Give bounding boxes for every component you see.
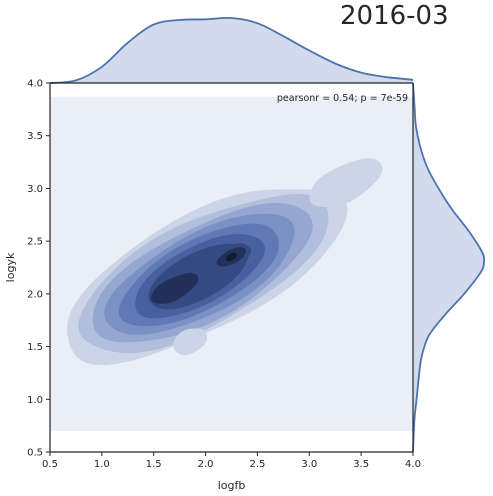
pearson-annotation: pearsonr = 0.54; p = 7e-59 xyxy=(277,93,408,104)
x-tick-label: 3.0 xyxy=(301,459,317,470)
kde-contours xyxy=(67,158,383,366)
right-marginal-fill xyxy=(413,83,485,452)
x-tick-label: 1.0 xyxy=(94,459,110,470)
kde-contour-level xyxy=(173,328,208,356)
x-tick-label: 3.5 xyxy=(353,459,369,470)
top-marginal-fill xyxy=(50,17,413,83)
y-axis-ticks: 0.5 1.0 1.5 2.0 2.5 3.0 3.5 4.0 xyxy=(27,79,50,459)
joint-kde-area xyxy=(50,96,413,431)
x-axis-label: logfb xyxy=(218,479,246,492)
x-tick-label: 2.0 xyxy=(198,459,214,470)
y-tick-label: 2.0 xyxy=(27,289,43,300)
y-axis-label: logyk xyxy=(4,252,17,282)
x-tick-label: 0.5 xyxy=(42,459,58,470)
top-marginal-line xyxy=(49,16,414,84)
right-marginal-density xyxy=(412,82,486,453)
y-tick-label: 3.0 xyxy=(27,184,43,195)
right-marginal-line xyxy=(412,82,486,453)
x-tick-label: 4.0 xyxy=(405,459,421,470)
kde-contour-level xyxy=(226,252,237,262)
y-tick-label: 2.5 xyxy=(27,237,43,248)
axes-frame xyxy=(49,82,414,453)
kde-contour-level xyxy=(309,158,383,208)
y-tick-label: 0.5 xyxy=(27,448,43,459)
top-marginal-density xyxy=(49,16,414,84)
y-tick-label: 1.0 xyxy=(27,395,43,406)
chart-title: 2016-03 xyxy=(340,1,449,31)
x-axis-ticks: 0.5 1.0 1.5 2.0 2.5 3.0 3.5 4.0 xyxy=(42,452,421,470)
kde-contour-level xyxy=(151,272,199,304)
y-tick-label: 4.0 xyxy=(27,79,43,90)
y-tick-label: 3.5 xyxy=(27,131,43,142)
y-tick-label: 1.5 xyxy=(27,342,43,353)
x-tick-label: 2.5 xyxy=(249,459,265,470)
x-tick-label: 1.5 xyxy=(146,459,162,470)
